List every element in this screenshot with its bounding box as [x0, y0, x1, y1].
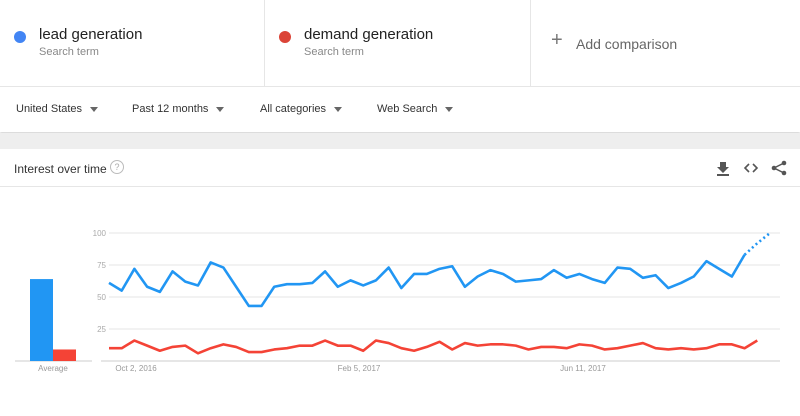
- average-bar[interactable]: [53, 349, 76, 361]
- term-name: demand generation: [304, 26, 434, 43]
- card-title: Interest over time: [14, 162, 107, 176]
- x-tick-label: Oct 2, 2016: [115, 364, 157, 373]
- series-color-dot-icon: [14, 31, 26, 43]
- filter-label: Web Search: [377, 103, 438, 115]
- term-card-lead-generation[interactable]: lead generation Search term: [0, 0, 265, 87]
- add-comparison-label: Add comparison: [576, 36, 678, 52]
- filter-label: Past 12 months: [132, 103, 209, 115]
- average-bar[interactable]: [30, 279, 53, 361]
- term-name: lead generation: [39, 26, 143, 43]
- filter-region-dropdown[interactable]: United States: [16, 103, 99, 115]
- plus-icon: +: [551, 29, 563, 51]
- series-line[interactable]: [109, 339, 758, 355]
- x-tick-label: Jun 11, 2017: [560, 364, 606, 373]
- term-card-demand-generation[interactable]: demand generation Search term: [265, 0, 531, 87]
- y-tick-label: 75: [97, 261, 106, 270]
- average-label: Average: [38, 364, 68, 373]
- x-tick-label: Feb 5, 2017: [338, 364, 381, 373]
- series-color-dot-icon: [279, 31, 291, 43]
- share-icon[interactable]: [770, 159, 788, 177]
- download-icon[interactable]: [714, 159, 732, 177]
- series-line[interactable]: [108, 254, 746, 308]
- filter-label: All categories: [260, 103, 327, 115]
- y-tick-label: 25: [97, 325, 106, 334]
- interest-over-time-chart[interactable]: 25 50 75 100 Oct 2, 2016 Feb 5, 2017 Jun 11, 2…: [0, 188, 800, 388]
- embed-icon[interactable]: [742, 159, 760, 177]
- series-partial-line[interactable]: [743, 231, 771, 256]
- y-tick-label: 100: [93, 229, 107, 238]
- caret-down-icon: [334, 106, 343, 112]
- filter-search-type-dropdown[interactable]: Web Search: [377, 103, 454, 115]
- y-tick-label: 50: [97, 293, 106, 302]
- term-subtitle: Search term: [39, 46, 99, 58]
- filter-category-dropdown[interactable]: All categories: [260, 103, 343, 115]
- term-subtitle: Search term: [304, 46, 364, 58]
- section-separator: [0, 133, 800, 149]
- caret-down-icon: [216, 106, 225, 112]
- interest-over-time-header: Interest over time ?: [0, 149, 800, 187]
- filter-time-dropdown[interactable]: Past 12 months: [132, 103, 225, 115]
- add-comparison-button[interactable]: + Add comparison: [531, 0, 800, 86]
- caret-down-icon: [445, 106, 454, 112]
- search-terms-bar: lead generation Search term demand gener…: [0, 0, 800, 87]
- caret-down-icon: [90, 106, 99, 112]
- filter-label: United States: [16, 103, 83, 115]
- help-icon[interactable]: ?: [110, 160, 124, 174]
- filter-bar: United States Past 12 months All categor…: [0, 88, 800, 132]
